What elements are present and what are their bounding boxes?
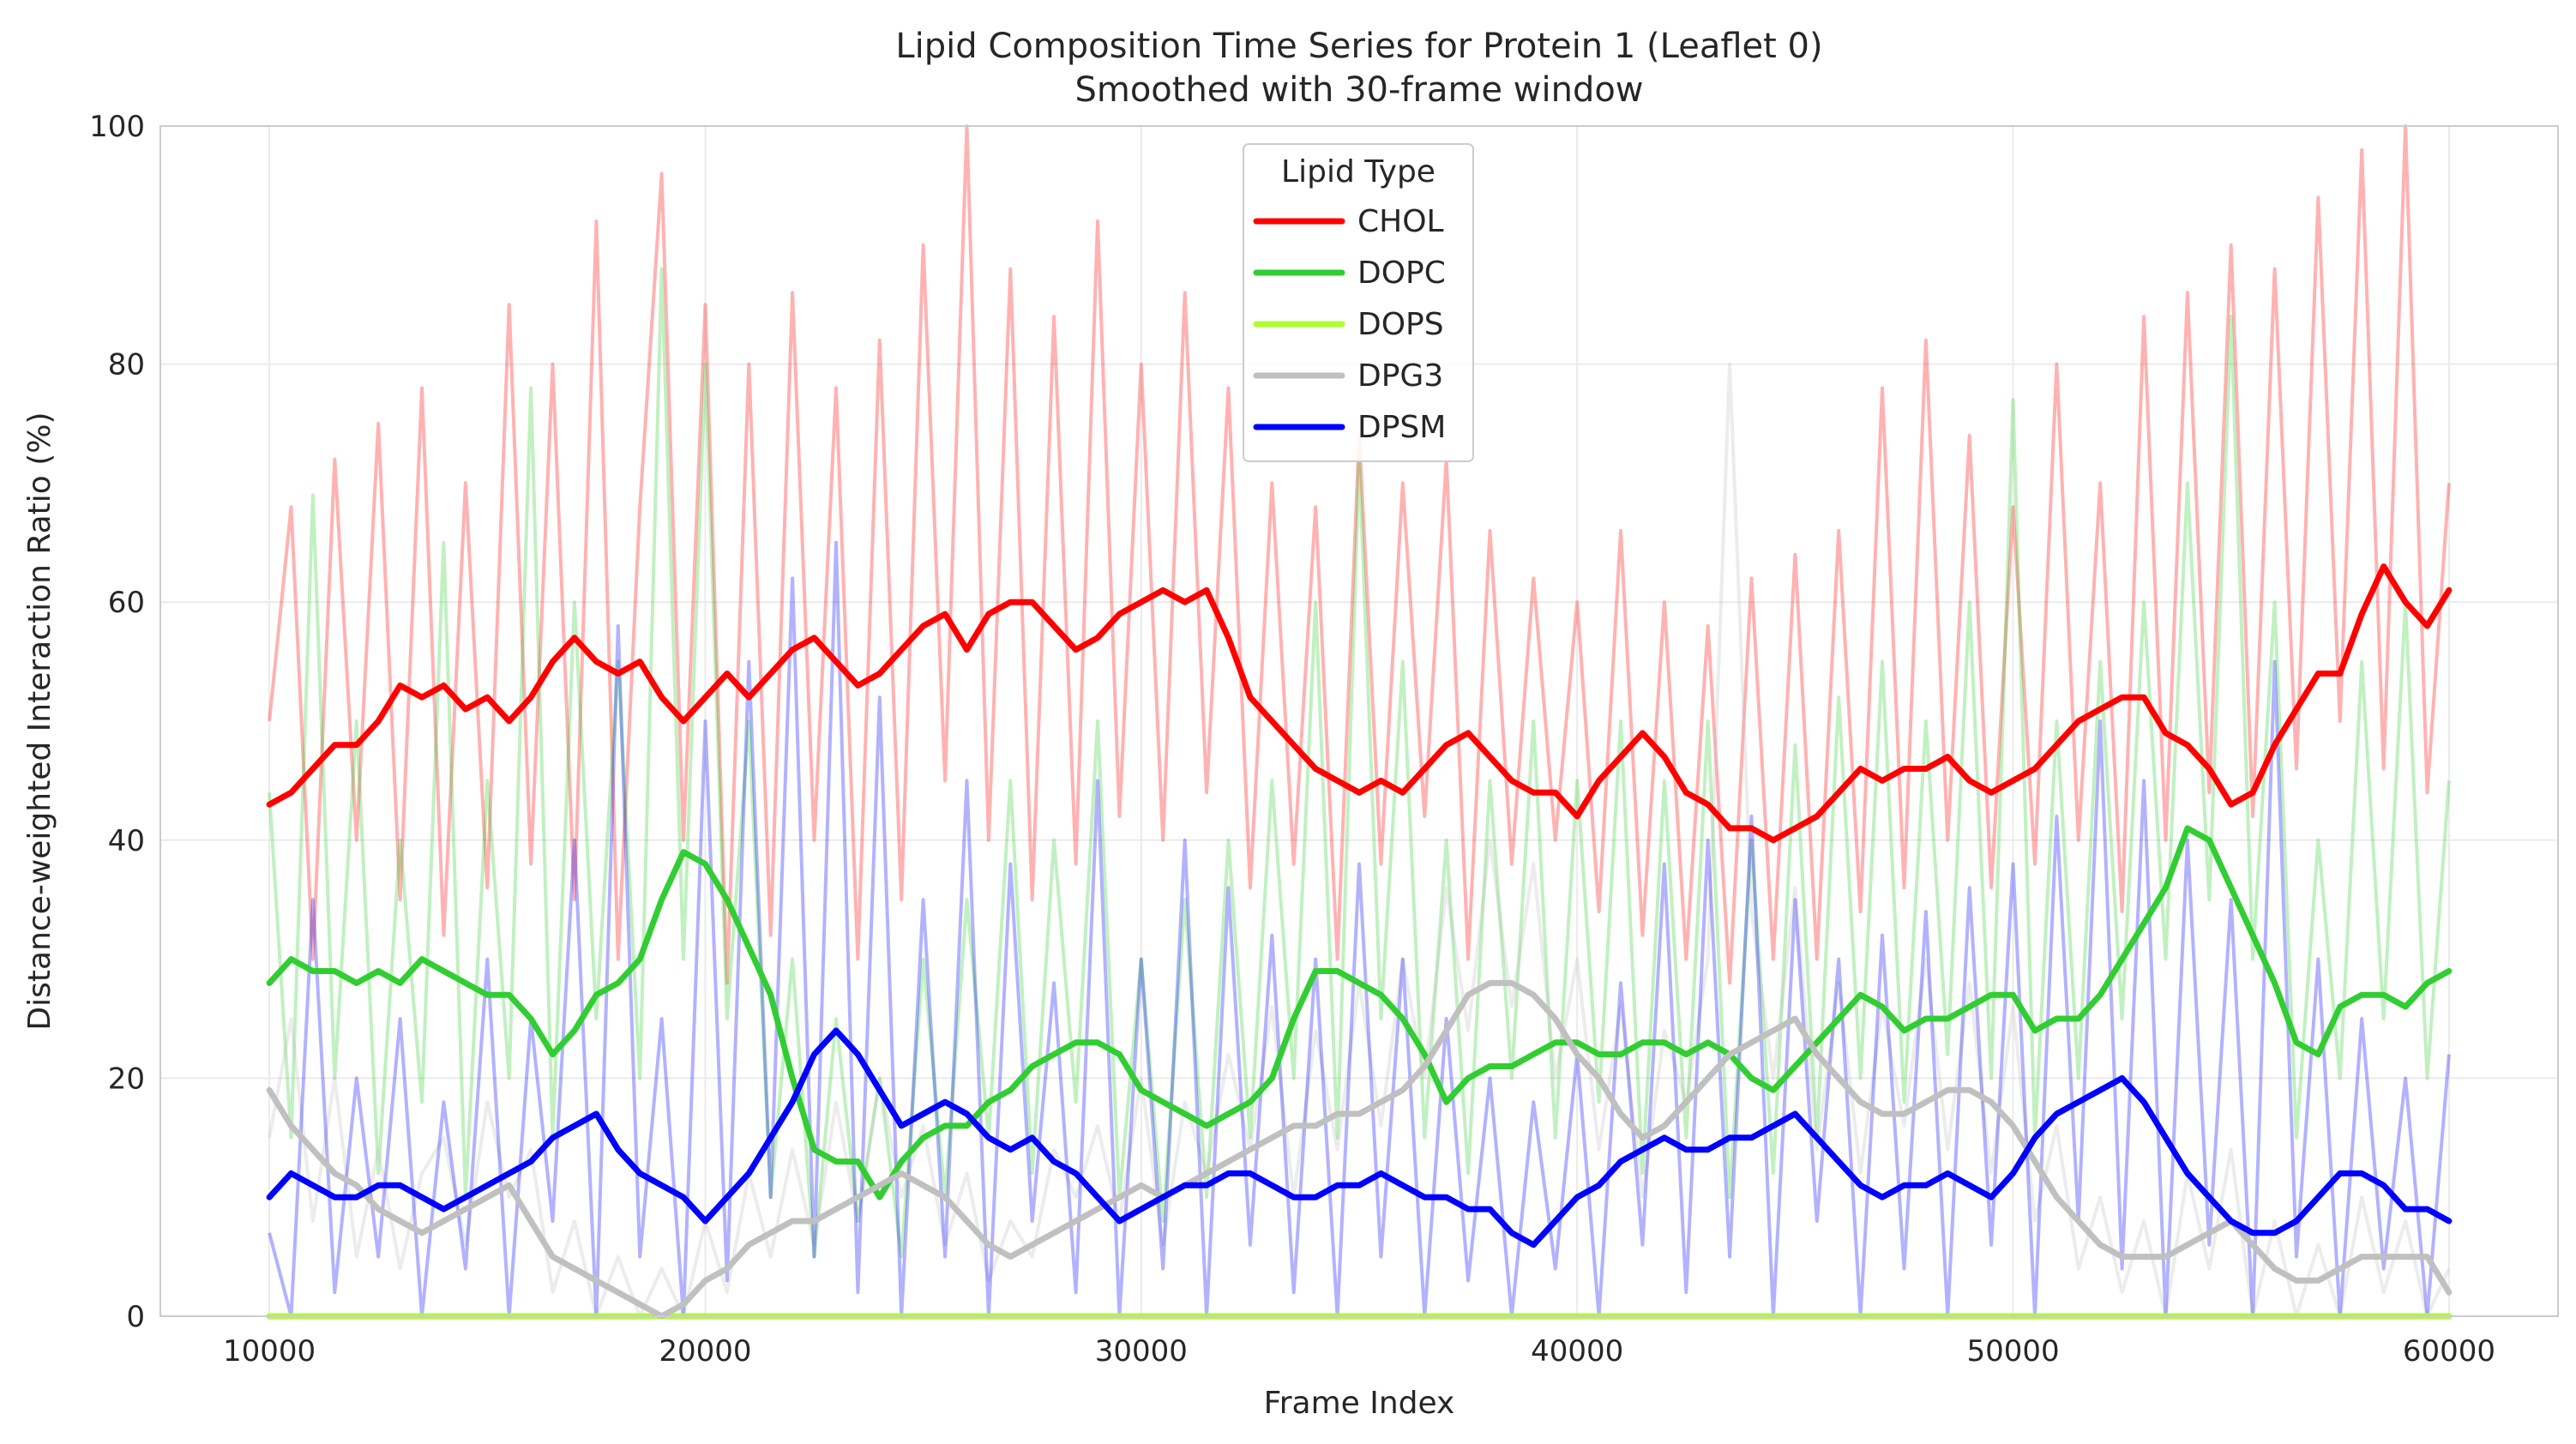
x-axis-ticks: 10000 20000 30000 40000 50000 60000 xyxy=(223,1334,2495,1369)
y-tick-label: 60 xyxy=(108,586,145,620)
legend-label-dopc: DOPC xyxy=(1357,256,1446,291)
legend-label-chol: CHOL xyxy=(1357,204,1444,239)
smoothed-line-chol xyxy=(266,563,2453,844)
legend-items: CHOL DOPC DOPS DPG3 DPSM xyxy=(1253,204,1446,445)
legend-title: Lipid Type xyxy=(1281,154,1435,190)
y-tick-label: 80 xyxy=(108,348,145,382)
y-tick-label: 100 xyxy=(89,110,145,144)
x-tick-label: 20000 xyxy=(659,1334,751,1369)
y-tick-label: 40 xyxy=(108,824,145,858)
x-tick-label: 10000 xyxy=(223,1334,316,1369)
legend-label-dops: DOPS xyxy=(1357,307,1444,342)
y-axis-label: Distance-weighted Interaction Ratio (%) xyxy=(22,412,57,1030)
chart-title: Lipid Composition Time Series for Protei… xyxy=(895,27,1822,66)
chart-subtitle: Smoothed with 30-frame window xyxy=(1074,70,1643,110)
raw-line-dpsm xyxy=(268,540,2451,1318)
x-tick-label: 60000 xyxy=(2403,1334,2495,1369)
x-tick-label: 50000 xyxy=(1966,1334,2059,1369)
x-axis-label: Frame Index xyxy=(1264,1386,1455,1421)
plot-frame xyxy=(159,125,2559,1317)
legend-label-dpg3: DPG3 xyxy=(1357,358,1443,394)
y-tick-label: 20 xyxy=(108,1062,145,1096)
smoothed-line-dpsm xyxy=(266,1027,2453,1248)
y-axis-ticks: 0 20 40 60 80 100 xyxy=(89,110,145,1334)
x-tick-label: 30000 xyxy=(1095,1334,1188,1369)
legend-label-dpsm: DPSM xyxy=(1357,410,1446,445)
y-tick-label: 0 xyxy=(126,1300,145,1334)
legend: Lipid Type CHOL DOPC DOPS DPG3 DPSM xyxy=(1243,143,1474,462)
smoothed-line-dopc xyxy=(266,825,2453,1200)
smoothed-line-dpg3 xyxy=(266,979,2453,1320)
x-tick-label: 40000 xyxy=(1531,1334,1623,1369)
